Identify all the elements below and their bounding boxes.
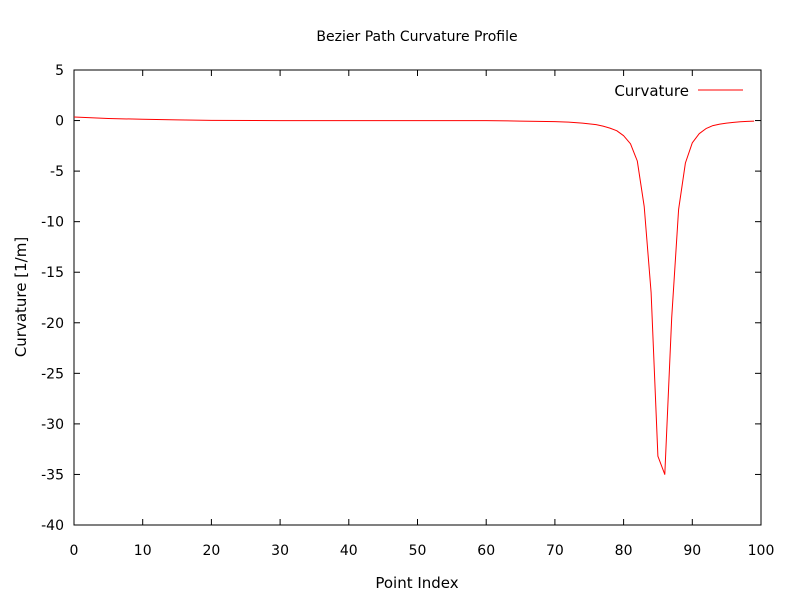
x-tick-label: 70 bbox=[546, 543, 564, 559]
y-tick-label: -10 bbox=[41, 215, 64, 231]
y-tick-label: -20 bbox=[41, 316, 64, 332]
x-tick-label: 50 bbox=[409, 543, 427, 559]
y-tick-label: -15 bbox=[41, 265, 64, 281]
y-tick-label: -25 bbox=[41, 366, 64, 382]
x-tick-label: 90 bbox=[683, 543, 701, 559]
legend-label: Curvature bbox=[614, 82, 689, 100]
series-layer bbox=[73, 116, 755, 475]
x-tick-label: 100 bbox=[748, 543, 775, 559]
series-line-curvature bbox=[73, 116, 755, 475]
x-tick-label: 0 bbox=[70, 543, 79, 559]
x-axis-label: Point Index bbox=[375, 574, 458, 592]
y-tick-label: -40 bbox=[41, 518, 64, 534]
y-axis-label: Curvature [1/m] bbox=[12, 237, 30, 357]
plot-frame bbox=[73, 69, 762, 526]
y-tick-label: -35 bbox=[41, 467, 64, 483]
x-tick-label: 10 bbox=[134, 543, 152, 559]
x-tick-label: 60 bbox=[477, 543, 495, 559]
y-tick-label: -5 bbox=[50, 164, 64, 180]
x-tick-label: 40 bbox=[340, 543, 358, 559]
y-axis-ticks: 5 0 -5 -10 -15 -20 -25 -30 -35 -40 bbox=[41, 63, 761, 534]
y-tick-label: 0 bbox=[55, 114, 64, 130]
y-tick-label: -30 bbox=[41, 417, 64, 433]
x-tick-label: 20 bbox=[202, 543, 220, 559]
x-tick-label: 30 bbox=[271, 543, 289, 559]
legend: Curvature bbox=[614, 82, 743, 100]
x-tick-label: 80 bbox=[615, 543, 633, 559]
chart-title: Bezier Path Curvature Profile bbox=[316, 29, 517, 45]
y-tick-label: 5 bbox=[55, 63, 64, 79]
x-axis-ticks: 0 10 20 30 40 50 60 70 80 90 100 bbox=[70, 70, 775, 559]
